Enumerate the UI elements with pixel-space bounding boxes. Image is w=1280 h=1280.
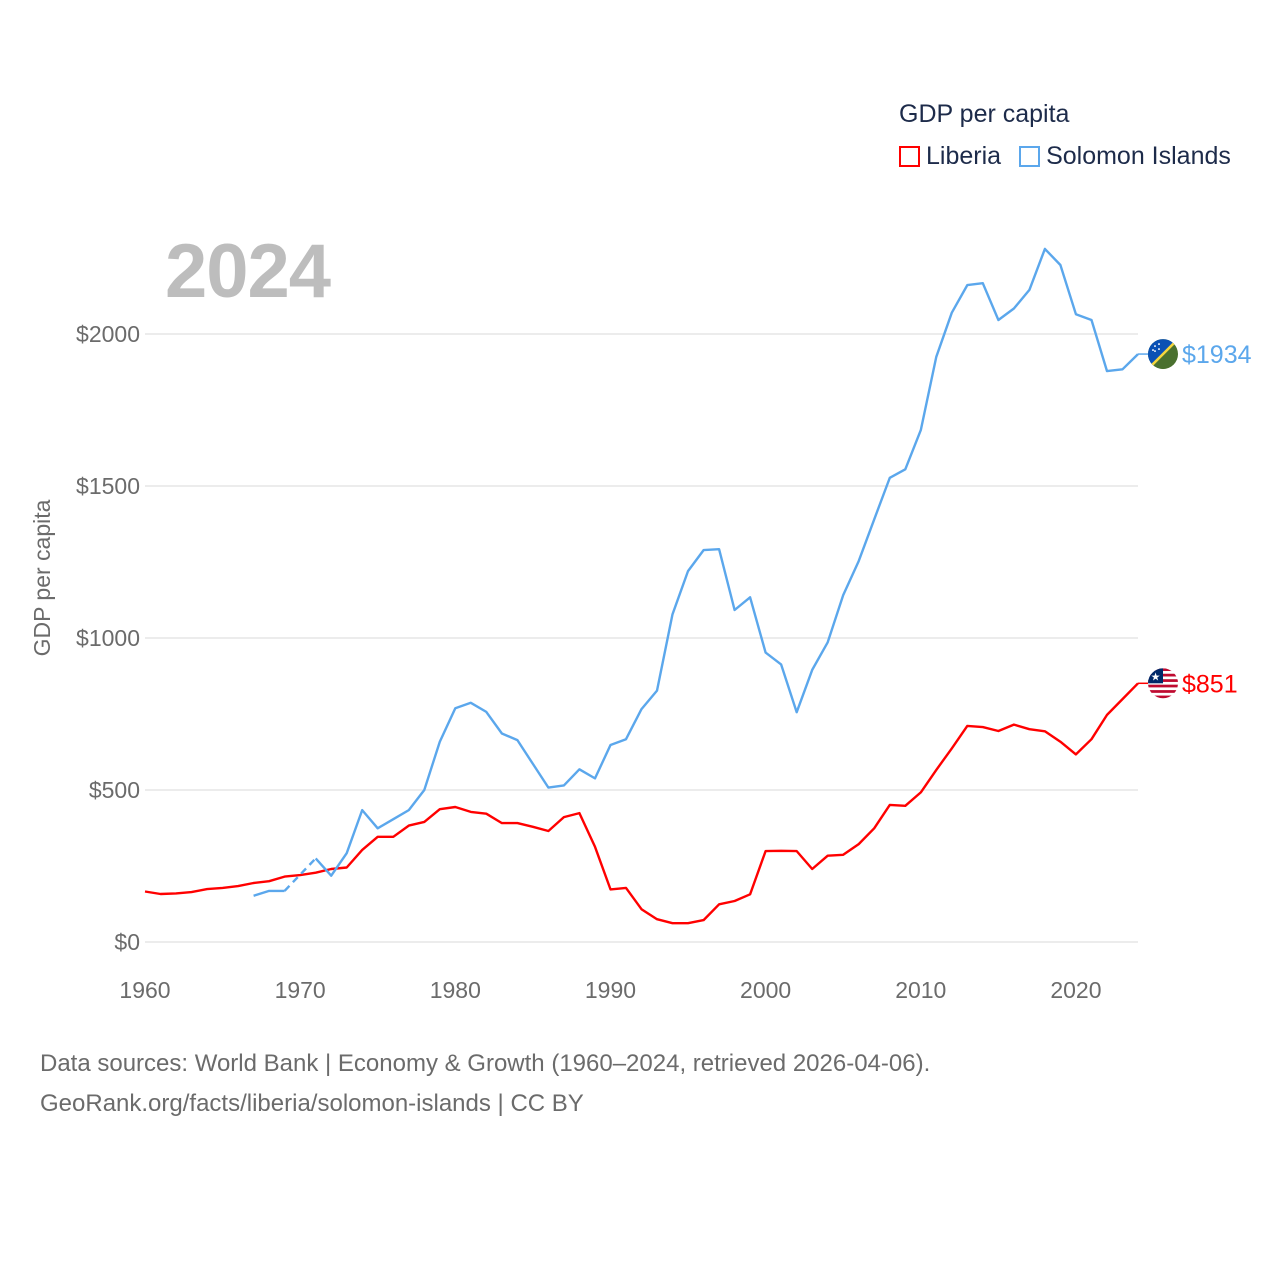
flag-star [1154,345,1156,347]
solomon-islands-flag-icon [1148,339,1178,370]
end-label-liberia: $851 [1182,670,1238,698]
flag-star [1152,349,1154,351]
series-line-solomon-islands [253,247,1139,897]
flag-body: ★ [1148,668,1178,699]
legend-swatch-liberia [899,146,920,167]
legend-label: Solomon Islands [1046,142,1231,170]
x-tick-label: 2020 [1050,977,1101,1003]
flag-stripe [1148,687,1178,691]
series-end-labels: ★ $851 $1934 [1138,339,1252,699]
series-lines [144,247,1139,925]
y-tick-label: $1500 [76,473,140,499]
legend-label: Liberia [926,142,1002,170]
x-axis: 1960 1970 1980 1990 2000 2010 2020 [119,977,1101,1003]
legend-swatch-solomon-islands [1019,146,1041,167]
liberia-flag-icon: ★ [1148,668,1178,699]
y-tick-label: $2000 [76,321,140,347]
flag-star [1158,343,1160,345]
x-tick-label: 1990 [585,977,636,1003]
flag-body [1148,339,1178,370]
y-axis-label: GDP per capita [29,499,55,656]
series-line-liberia [144,682,1139,925]
legend-item-liberia[interactable]: Liberia [899,142,1001,171]
flag-stripe [1148,339,1178,370]
flag-stripe [1148,695,1178,699]
attribution-link[interactable]: GeoRank.org/facts/liberia/solomon-island… [40,1090,584,1117]
y-tick-label: $0 [114,929,140,955]
x-tick-label: 1970 [275,977,326,1003]
current-year-label: 2024 [165,229,331,314]
series-gap-solomon-islands [283,857,317,892]
legend: Liberia Solomon Islands [899,142,1231,171]
flag-stripe [1148,692,1178,696]
legend-item-solomon-islands[interactable]: Solomon Islands [1019,142,1231,171]
data-sources-text: Data sources: World Bank | Economy & Gro… [40,1050,931,1077]
flag-star: ★ [1151,671,1161,683]
legend-title: GDP per capita [899,100,1070,128]
end-label-solomon-islands: $1934 [1182,341,1252,369]
x-tick-label: 1960 [119,977,170,1003]
flag-star [1158,348,1160,350]
x-tick-label: 2000 [740,977,791,1003]
flag-star [1154,350,1156,352]
x-tick-label: 1980 [430,977,481,1003]
gridlines [145,333,1138,943]
flag-stripe [1148,681,1178,685]
x-tick-label: 2010 [895,977,946,1003]
y-axis: $0 $500 $1000 $1500 $2000 [76,321,140,955]
flag-stripe [1148,684,1178,688]
y-tick-label: $500 [89,777,140,803]
footer: Data sources: World Bank | Economy & Gro… [40,1044,930,1124]
flag-stripe [1148,690,1178,694]
y-tick-label: $1000 [76,625,140,651]
